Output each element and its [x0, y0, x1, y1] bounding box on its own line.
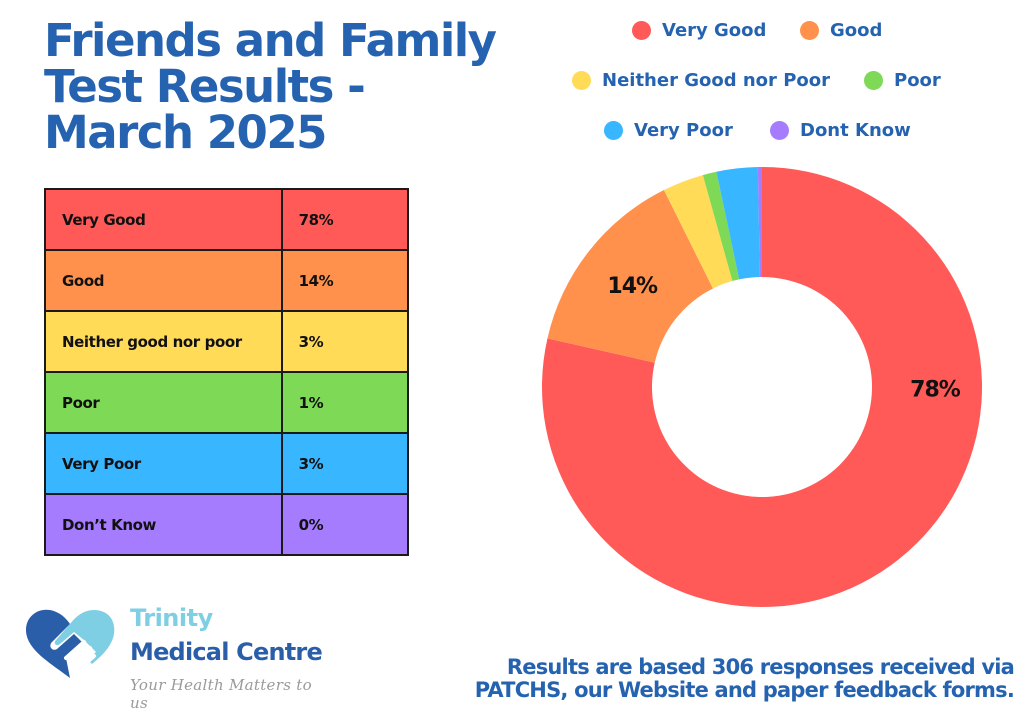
table-row: Good 14%	[44, 249, 410, 312]
donut-slice-very-poor	[716, 167, 760, 280]
legend-item: Very Good	[632, 20, 766, 41]
handshake-heart-icon	[26, 609, 115, 678]
legend-item: Good	[800, 20, 882, 41]
legend-swatch-icon	[800, 21, 819, 40]
donut-slice-very-good	[542, 167, 982, 607]
legend-swatch-icon	[864, 71, 883, 90]
legend-label: Dont Know	[800, 120, 911, 141]
legend-label: Very Poor	[634, 120, 733, 141]
rating-percentage: 0%	[280, 493, 410, 556]
logo-tagline: Your Health Matters to us	[130, 676, 312, 712]
legend-item: Very Poor	[604, 120, 733, 141]
donut-slice-dont-know	[757, 167, 762, 278]
rating-label: Good	[44, 249, 283, 312]
title-line-1: Friends and Family	[44, 14, 497, 67]
rating-label: Very Poor	[44, 432, 283, 495]
table-row: Poor 1%	[44, 371, 410, 434]
title-line-3: March 2025	[44, 106, 327, 159]
rating-label: Very Good	[44, 188, 283, 251]
legend-label: Neither Good nor Poor	[602, 70, 830, 91]
rating-percentage: 1%	[280, 371, 410, 434]
rating-percentage: 14%	[280, 249, 410, 312]
rating-label: Poor	[44, 371, 283, 434]
legend-swatch-icon	[632, 21, 651, 40]
table-row: Neither good nor poor 3%	[44, 310, 410, 373]
footnote-line-2: PATCHS, our Website and paper feedback f…	[474, 678, 1015, 702]
practice-logo: Trinity Medical Centre Your Health Matte…	[22, 602, 323, 712]
legend-label: Very Good	[662, 20, 767, 41]
legend-item: Dont Know	[770, 120, 911, 141]
page-title: Friends and Family Test Results - March …	[44, 18, 514, 156]
responses-footnote: Results are based 306 responses received…	[474, 655, 1015, 702]
legend-swatch-icon	[572, 71, 591, 90]
legend-swatch-icon	[604, 121, 623, 140]
logo-name-line-1: Trinity	[130, 604, 213, 632]
rating-percentage: 3%	[280, 310, 410, 373]
legend-item: Neither Good nor Poor	[572, 70, 830, 91]
legend-swatch-icon	[770, 121, 789, 140]
results-table: Very Good 78% Good 14% Neither good nor poor…	[44, 188, 410, 556]
rating-percentage: 78%	[280, 188, 410, 251]
legend-label: Poor	[894, 70, 941, 91]
donut-data-label: 14%	[607, 274, 658, 299]
donut-slice-good	[547, 190, 713, 363]
table-row: Very Poor 3%	[44, 432, 410, 495]
legend-label: Good	[830, 20, 883, 41]
donut-slice-neither-good-nor-poor	[663, 175, 733, 289]
logo-name-line-2: Medical Centre	[130, 638, 323, 666]
rating-percentage: 3%	[280, 432, 410, 495]
donut-slice-poor	[702, 171, 740, 282]
table-row: Don’t Know 0%	[44, 493, 410, 556]
rating-label: Don’t Know	[44, 493, 283, 556]
legend-item: Poor	[864, 70, 941, 91]
footnote-line-1: Results are based 306 responses received…	[506, 655, 1015, 679]
rating-label: Neither good nor poor	[44, 310, 283, 373]
title-line-2: Test Results -	[44, 60, 366, 113]
donut-data-label: 78%	[910, 377, 961, 402]
donut-chart: 78% 14%	[542, 167, 982, 607]
chart-legend: Very Good Good Neither Good nor Poor Poor Ve…	[560, 10, 1000, 150]
table-row: Very Good 78%	[44, 188, 410, 251]
